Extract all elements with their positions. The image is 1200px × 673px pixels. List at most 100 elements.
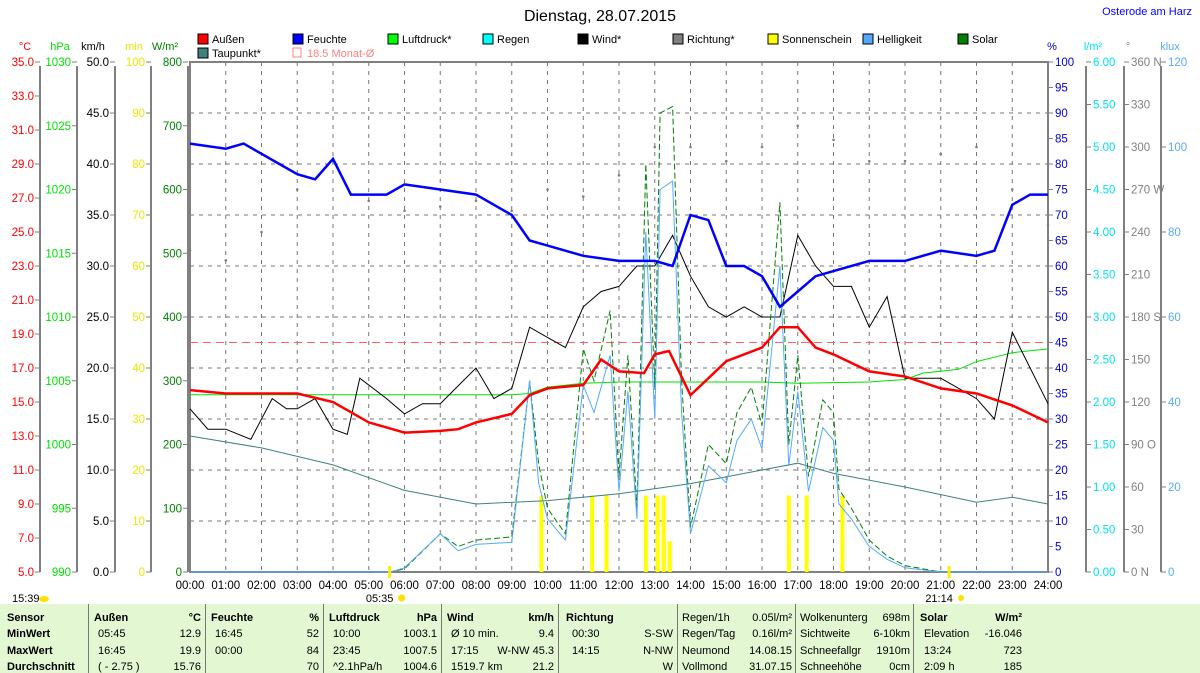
y-tick-label: 240 <box>1131 227 1150 239</box>
table-cell: Sichtweite <box>800 628 851 640</box>
x-tick-label: 01:00 <box>211 580 240 592</box>
y-tick-label: 200 <box>163 440 182 452</box>
y-tick-label: 40 <box>1168 397 1181 409</box>
table-cell: Außen <box>94 612 129 624</box>
y-tick-label: 10 <box>132 516 145 528</box>
table-cell: N-NW <box>643 645 673 657</box>
table-cell: Durchschnitt <box>7 661 75 673</box>
y-tick-label: 45.0 <box>87 108 109 120</box>
legend-label: 18.5 Monat-Ø <box>307 48 375 60</box>
sunrise-time: 05:35 <box>366 593 394 604</box>
y-tick-label: 40 <box>132 363 145 375</box>
direction-point <box>581 195 585 198</box>
legend-swatch <box>197 33 209 45</box>
direction-point <box>617 174 621 177</box>
x-tick-label: 09:00 <box>497 580 526 592</box>
y-tick-label: 29.0 <box>12 159 34 171</box>
y-tick-label: 100 <box>1055 57 1074 69</box>
legend-swatch <box>957 33 969 45</box>
y-tick-label: 80 <box>132 159 145 171</box>
table-cell: 14:15 <box>572 645 600 657</box>
y-tick-label: 50 <box>1055 312 1068 324</box>
table-cell: 0.05l/m² <box>752 612 792 624</box>
axes: 00:00 01:00 02:00 03:00 04:00 05:00 06:00 07:00… <box>12 41 1188 592</box>
table-cell: Wolkenunterg <box>800 612 868 624</box>
x-tick-label: 13:00 <box>640 580 669 592</box>
x-tick-label: 20:00 <box>891 580 920 592</box>
direction-point <box>510 209 514 213</box>
table-cell: 84 <box>306 645 319 657</box>
table-cell: 2:09 h <box>924 661 955 673</box>
x-tick-label: 24:00 <box>1034 580 1063 592</box>
table-cell: 23:45 <box>333 645 361 657</box>
table-cell: 723 <box>1003 645 1022 657</box>
table-cell: 1519.7 km <box>451 661 503 673</box>
table-cell: Richtung <box>566 612 614 624</box>
sun-icon <box>398 594 406 602</box>
direction-point <box>295 188 299 191</box>
y-tick-label: 700 <box>163 121 182 133</box>
table-cell: 13:24 <box>924 645 952 657</box>
x-tick-label: 06:00 <box>390 580 419 592</box>
table-cell: -16.046 <box>984 628 1022 640</box>
location-link[interactable]: Osterode am Harz <box>1102 6 1192 18</box>
legend-swatch <box>672 33 684 45</box>
x-tick-label: 21:00 <box>926 580 955 592</box>
table-cell: ^2.1hPa/h <box>333 661 383 673</box>
y-tick-label: 35.0 <box>12 57 34 69</box>
y-tick-label: 35.0 <box>87 210 109 222</box>
y-tick-label: 0 <box>1168 567 1174 579</box>
y-tick-label: 600 <box>163 185 182 197</box>
table-cell: Solar <box>920 612 948 624</box>
y-tick-label: 2.50 <box>1093 355 1115 367</box>
sunshine-bar <box>840 495 845 572</box>
y-axis-unit: °C <box>19 41 31 53</box>
legend-swatch <box>197 47 209 59</box>
direction-point <box>903 159 907 163</box>
y-tick-label: 990 <box>52 567 71 579</box>
table-cell: 00:00 <box>215 645 243 657</box>
weather-chart: Dienstag, 28.07.2015 Osterode am Harz Au… <box>12 6 1192 605</box>
y-tick-label: 5.00 <box>1093 142 1115 154</box>
series-layer <box>188 105 1050 578</box>
table-cell: MaxWert <box>7 645 53 657</box>
x-tick-label: 03:00 <box>283 580 312 592</box>
divider <box>323 604 324 673</box>
direction-point <box>224 259 228 262</box>
y-tick-label: 300 <box>163 376 182 388</box>
legend-label: Helligkeit <box>877 34 922 46</box>
series-line-wind <box>189 234 1049 441</box>
y-tick-label: 25.0 <box>87 312 109 324</box>
table-cell: MinWert <box>7 628 51 640</box>
divider <box>913 604 914 673</box>
table-cell: 1003.1 <box>403 628 437 640</box>
series-line-helligkeit <box>190 180 1048 573</box>
legend-swatch <box>482 33 494 45</box>
table-cell: 52 <box>306 628 319 640</box>
table-cell: 17:15 <box>451 645 479 657</box>
y-tick-label: 90 O <box>1131 440 1156 452</box>
table-cell: 9.4 <box>538 628 554 640</box>
table-cell: 1007.5 <box>403 645 437 657</box>
y-tick-label: 1.00 <box>1093 482 1115 494</box>
divider <box>795 604 796 673</box>
direction-point <box>367 199 371 203</box>
table-cell: 12.9 <box>179 628 201 640</box>
y-tick-label: 1020 <box>45 185 71 197</box>
y-tick-label: 150 <box>1131 355 1150 367</box>
direction-point <box>653 145 657 149</box>
x-tick-label: 22:00 <box>962 580 991 592</box>
y-tick-label: 100 <box>1168 142 1187 154</box>
y-tick-label: 40 <box>1055 363 1068 375</box>
y-tick-label: 4.00 <box>1093 227 1115 239</box>
table-cell: 14.08.15 <box>749 645 792 657</box>
legend-label: Außen <box>212 34 244 46</box>
table-cell: Schneefallgr <box>800 645 862 657</box>
y-tick-label: 23.0 <box>12 261 34 273</box>
y-tick-label: 4.50 <box>1093 185 1115 197</box>
table-cell: 6-10km <box>873 628 910 640</box>
direction-point <box>796 124 800 128</box>
y-tick-label: 800 <box>163 57 182 69</box>
y-axis-unit: km/h <box>81 41 105 53</box>
legend-label: Sonnenschein <box>782 34 852 46</box>
